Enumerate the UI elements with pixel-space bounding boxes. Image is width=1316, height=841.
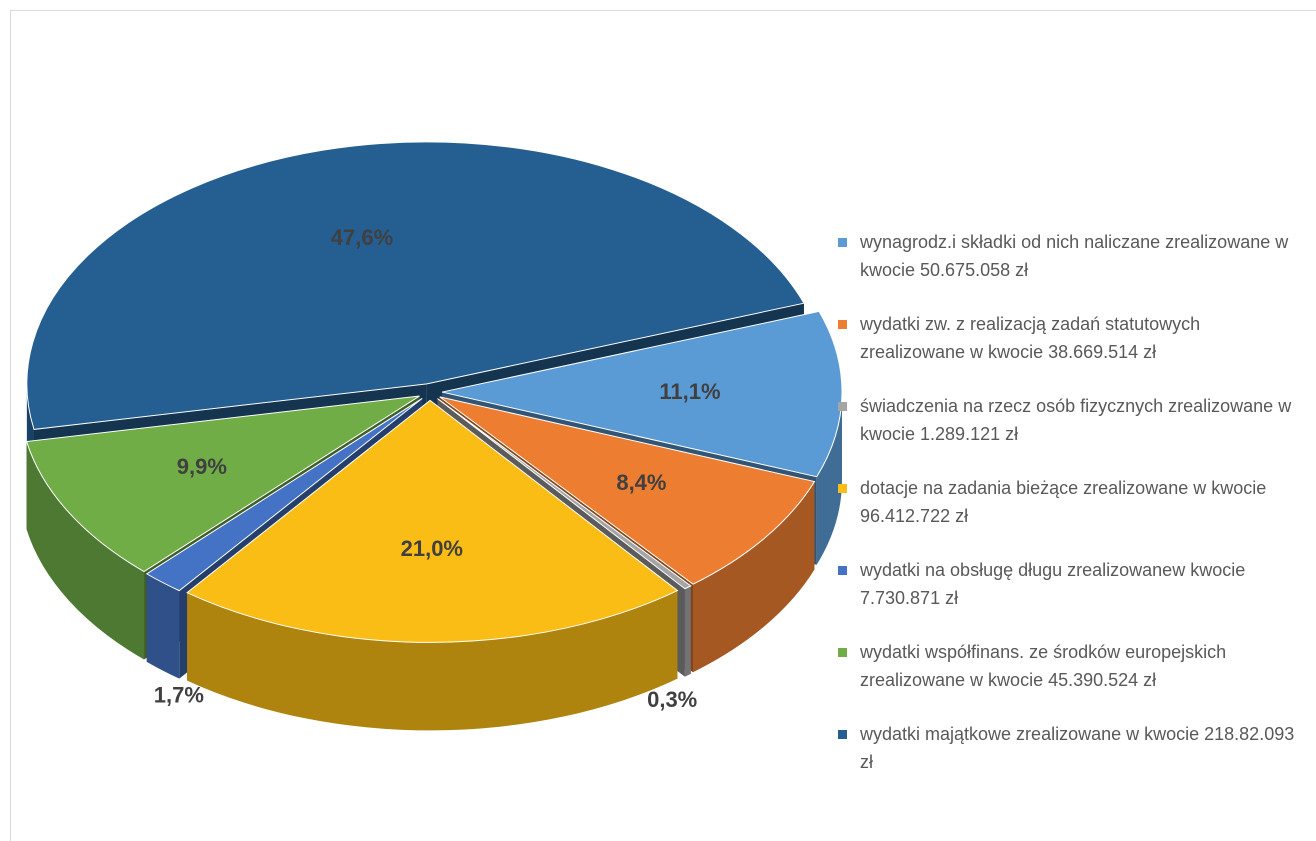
pie-wall xyxy=(26,441,145,660)
legend: wynagrodz.i składki od nich naliczane zr… xyxy=(838,228,1308,802)
data-label: 21,0% xyxy=(401,536,463,561)
pie-slice xyxy=(145,397,423,592)
data-label: 47,6% xyxy=(331,225,393,250)
legend-entry: świadczenia na rzecz osób fizycznych zre… xyxy=(838,392,1308,474)
legend-label: wynagrodz.i składki od nich naliczane zr… xyxy=(860,232,1289,280)
legend-label: wydatki współfinans. ze środków europejs… xyxy=(860,642,1227,690)
legend-swatch xyxy=(838,648,847,657)
pie-slice xyxy=(441,310,843,478)
legend-swatch xyxy=(838,730,847,739)
legend-swatch xyxy=(838,484,847,493)
pie-slice xyxy=(439,396,816,585)
pie-slice xyxy=(25,395,420,573)
pie-slice xyxy=(26,141,805,430)
legend-label: wydatki zw. z realizacją zadań statutowy… xyxy=(860,314,1201,362)
legend-label: dotacje na zadania bieżące zrealizowane … xyxy=(860,478,1267,526)
data-label: 0,3% xyxy=(647,687,697,712)
legend-entry: wydatki współfinans. ze środków europejs… xyxy=(838,638,1308,720)
legend-label: świadczenia na rzecz osób fizycznych zre… xyxy=(860,396,1292,444)
data-label: 1,7% xyxy=(154,682,204,707)
legend-entry: dotacje na zadania bieżące zrealizowane … xyxy=(838,474,1308,556)
legend-swatch xyxy=(838,402,847,411)
chart-frame xyxy=(10,10,1316,841)
pie-slice xyxy=(186,399,679,643)
pie-wall xyxy=(693,481,815,673)
pie-wall xyxy=(684,585,691,677)
pie-wall xyxy=(146,573,180,679)
legend-entry: wydatki na obsługę długu zrealizowanew k… xyxy=(838,556,1308,638)
data-label: 9,9% xyxy=(177,454,227,479)
data-label: 11,1% xyxy=(659,379,720,404)
legend-swatch xyxy=(838,238,847,247)
pie-slice xyxy=(437,398,692,590)
legend-entry: wynagrodz.i składki od nich naliczane zr… xyxy=(838,228,1308,310)
data-label: 8,4% xyxy=(616,470,666,495)
legend-label: wydatki na obsługę długu zrealizowanew k… xyxy=(860,560,1246,608)
legend-entry: wydatki zw. z realizacją zadań statutowy… xyxy=(838,310,1308,392)
legend-label: wydatki majątkowe zrealizowane w kwocie … xyxy=(860,724,1295,772)
legend-swatch xyxy=(838,320,847,329)
pie-wall xyxy=(187,590,678,731)
legend-entry: wydatki majątkowe zrealizowane w kwocie … xyxy=(838,720,1308,802)
legend-swatch xyxy=(838,566,847,575)
